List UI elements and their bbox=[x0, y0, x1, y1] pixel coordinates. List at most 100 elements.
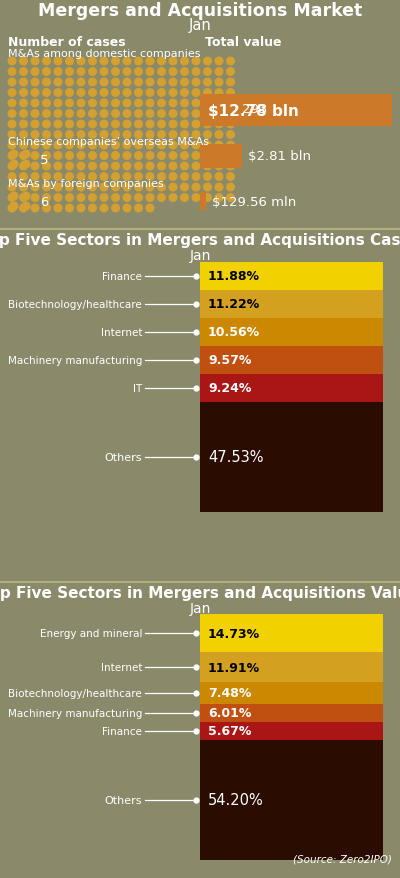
Circle shape bbox=[66, 184, 73, 191]
Bar bbox=[200, 652, 383, 682]
Circle shape bbox=[215, 58, 223, 66]
Circle shape bbox=[192, 142, 200, 149]
Circle shape bbox=[192, 58, 200, 66]
Circle shape bbox=[146, 58, 154, 66]
Circle shape bbox=[8, 90, 16, 97]
Circle shape bbox=[135, 163, 142, 170]
Circle shape bbox=[8, 195, 16, 202]
Text: Biotechnology/healthcare: Biotechnology/healthcare bbox=[8, 688, 142, 698]
Circle shape bbox=[181, 68, 188, 76]
Circle shape bbox=[20, 111, 27, 119]
Circle shape bbox=[31, 142, 39, 149]
Circle shape bbox=[192, 163, 200, 170]
Circle shape bbox=[204, 142, 211, 149]
Bar bbox=[200, 723, 383, 740]
Text: Chinese companies’ overseas M&As: Chinese companies’ overseas M&As bbox=[8, 137, 209, 147]
Circle shape bbox=[8, 132, 16, 139]
Circle shape bbox=[181, 90, 188, 97]
Circle shape bbox=[22, 161, 30, 169]
Circle shape bbox=[20, 184, 27, 191]
Circle shape bbox=[204, 174, 211, 181]
Circle shape bbox=[227, 184, 234, 191]
Circle shape bbox=[135, 174, 142, 181]
Text: Number of cases: Number of cases bbox=[8, 36, 126, 49]
Circle shape bbox=[227, 68, 234, 76]
Circle shape bbox=[169, 184, 177, 191]
Circle shape bbox=[54, 121, 62, 129]
Text: 54.20%: 54.20% bbox=[208, 793, 264, 808]
Circle shape bbox=[169, 90, 177, 97]
Circle shape bbox=[227, 174, 234, 181]
Circle shape bbox=[158, 100, 165, 108]
Circle shape bbox=[31, 184, 39, 191]
Circle shape bbox=[123, 205, 131, 212]
Circle shape bbox=[8, 153, 16, 160]
Bar bbox=[200, 291, 383, 319]
Circle shape bbox=[77, 205, 85, 212]
Text: Machinery manufacturing: Machinery manufacturing bbox=[8, 356, 142, 365]
Circle shape bbox=[20, 68, 27, 76]
Circle shape bbox=[123, 58, 131, 66]
Text: 293: 293 bbox=[242, 103, 267, 115]
Circle shape bbox=[89, 195, 96, 202]
Circle shape bbox=[77, 142, 85, 149]
Circle shape bbox=[169, 163, 177, 170]
Circle shape bbox=[146, 68, 154, 76]
Circle shape bbox=[158, 195, 165, 202]
Circle shape bbox=[123, 153, 131, 160]
Bar bbox=[200, 145, 242, 169]
Circle shape bbox=[135, 79, 142, 87]
Circle shape bbox=[181, 195, 188, 202]
Circle shape bbox=[54, 142, 62, 149]
Circle shape bbox=[43, 184, 50, 191]
Circle shape bbox=[20, 195, 27, 202]
Circle shape bbox=[158, 174, 165, 181]
Circle shape bbox=[146, 121, 154, 129]
Circle shape bbox=[89, 100, 96, 108]
Circle shape bbox=[169, 100, 177, 108]
Bar bbox=[200, 682, 383, 704]
Text: 11.22%: 11.22% bbox=[208, 299, 260, 311]
Circle shape bbox=[204, 121, 211, 129]
Circle shape bbox=[146, 205, 154, 212]
Circle shape bbox=[169, 68, 177, 76]
Circle shape bbox=[77, 100, 85, 108]
Circle shape bbox=[123, 121, 131, 129]
Circle shape bbox=[112, 132, 119, 139]
Circle shape bbox=[89, 79, 96, 87]
Circle shape bbox=[227, 111, 234, 119]
Circle shape bbox=[204, 79, 211, 87]
Circle shape bbox=[227, 58, 234, 66]
Circle shape bbox=[227, 195, 234, 202]
Circle shape bbox=[215, 90, 223, 97]
Circle shape bbox=[204, 153, 211, 160]
Circle shape bbox=[227, 100, 234, 108]
Circle shape bbox=[169, 121, 177, 129]
Circle shape bbox=[100, 184, 108, 191]
Circle shape bbox=[181, 184, 188, 191]
Circle shape bbox=[192, 184, 200, 191]
Text: $12.78 bln: $12.78 bln bbox=[208, 104, 299, 119]
Circle shape bbox=[215, 68, 223, 76]
Circle shape bbox=[158, 163, 165, 170]
Circle shape bbox=[215, 195, 223, 202]
Circle shape bbox=[169, 132, 177, 139]
Circle shape bbox=[89, 205, 96, 212]
Circle shape bbox=[89, 142, 96, 149]
Circle shape bbox=[158, 79, 165, 87]
Circle shape bbox=[192, 174, 200, 181]
Text: Top Five Sectors in Mergers and Acquisitions Cases: Top Five Sectors in Mergers and Acquisit… bbox=[0, 233, 400, 248]
Circle shape bbox=[181, 163, 188, 170]
Circle shape bbox=[146, 195, 154, 202]
Circle shape bbox=[112, 205, 119, 212]
Circle shape bbox=[100, 121, 108, 129]
Circle shape bbox=[43, 121, 50, 129]
Circle shape bbox=[135, 153, 142, 160]
Circle shape bbox=[192, 153, 200, 160]
Circle shape bbox=[54, 68, 62, 76]
Circle shape bbox=[8, 111, 16, 119]
Circle shape bbox=[135, 195, 142, 202]
Circle shape bbox=[181, 111, 188, 119]
Circle shape bbox=[215, 174, 223, 181]
Circle shape bbox=[31, 111, 39, 119]
